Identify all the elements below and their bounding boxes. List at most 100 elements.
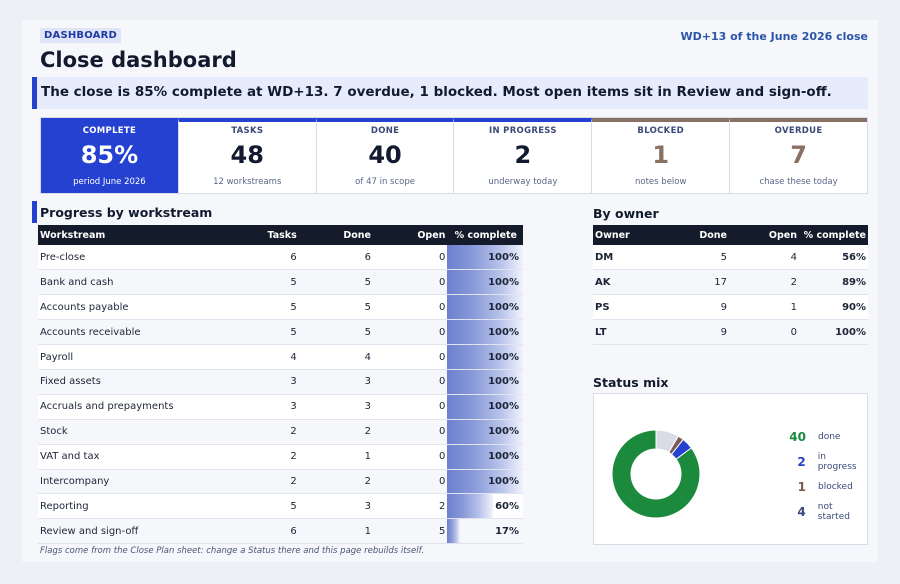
kpi-label: COMPLETE — [82, 126, 137, 136]
open-cell: 0 — [372, 269, 448, 296]
percent-value: 60% — [495, 500, 519, 512]
percent-value: 100% — [488, 451, 519, 463]
percent-complete-cell: 100% — [447, 344, 523, 370]
owner-cell: DM — [593, 245, 653, 271]
dashboard-sheet: DASHBOARD WD+13 of the June 2026 close C… — [22, 20, 878, 562]
open-cell: 0 — [372, 245, 448, 271]
workday-label: WD+13 of the June 2026 close — [680, 30, 868, 43]
tasks-cell: 3 — [252, 369, 301, 395]
column-header[interactable]: Done — [653, 225, 729, 245]
open-cell: 0 — [372, 469, 448, 495]
kpi-tasks[interactable]: TASKS 48 12 workstreams — [178, 118, 317, 193]
column-header[interactable]: Workstream — [38, 225, 253, 245]
column-header[interactable]: % complete — [799, 225, 868, 245]
done-cell: 5 — [300, 319, 373, 346]
table-row[interactable]: Review and sign-off 6 1 5 17% — [38, 518, 523, 545]
percent-complete-cell: 100% — [447, 245, 523, 271]
kpi-sub: period June 2026 — [73, 177, 146, 187]
table-row[interactable]: Accounts receivable 5 5 0 100% — [38, 319, 523, 346]
open-cell: 0 — [372, 344, 448, 370]
done-cell: 1 — [300, 518, 373, 545]
legend-label: in progress — [817, 451, 857, 472]
legend-item: 4 not started — [784, 499, 867, 524]
table-header-row: Workstream Tasks Done Open % complete — [38, 225, 523, 245]
percent-value: 100% — [488, 276, 519, 288]
progress-fill — [447, 394, 523, 419]
kpi-sub: 12 workstreams — [213, 177, 282, 187]
done-cell: 2 — [300, 419, 373, 445]
workstream-cell: Accounts receivable — [38, 319, 253, 346]
table-row[interactable]: VAT and tax 2 1 0 100% — [38, 444, 523, 470]
percent-complete-cell: 100% — [447, 469, 523, 495]
table-row[interactable]: LT 9 0 100% — [593, 319, 868, 346]
done-cell: 3 — [300, 493, 373, 520]
kpi-done[interactable]: DONE 40 of 47 in scope — [316, 118, 455, 193]
table-row[interactable]: Accruals and prepayments 3 3 0 100% — [38, 394, 523, 420]
dashboard-tag: DASHBOARD — [40, 28, 122, 43]
legend-count: 1 — [797, 479, 806, 494]
workstream-cell: Stock — [38, 419, 253, 445]
percent-value: 100% — [488, 475, 519, 487]
done-cell: 1 — [300, 444, 373, 470]
kpi-overdue[interactable]: OVERDUE 7 chase these today — [730, 118, 867, 193]
kpi-value: 85% — [80, 141, 139, 169]
status-legend: 40 done 2 in progress 1 blocked 4 not started — [784, 424, 867, 524]
open-cell: 0 — [372, 394, 448, 420]
kpi-complete[interactable]: COMPLETE 85% period June 2026 — [41, 118, 179, 193]
table-row[interactable]: Stock 2 2 0 100% — [38, 419, 523, 445]
done-cell: 5 — [653, 245, 729, 271]
kpi-sub: notes below — [635, 177, 687, 187]
progress-fill — [447, 245, 523, 270]
table-row[interactable]: Fixed assets 3 3 0 100% — [38, 369, 523, 395]
column-header[interactable]: Tasks — [252, 225, 301, 245]
table-row[interactable]: DM 5 4 56% — [593, 245, 868, 271]
table-row[interactable]: Reporting 5 3 2 60% — [38, 493, 523, 520]
workstream-cell: VAT and tax — [38, 444, 253, 470]
legend-label: done — [818, 431, 841, 442]
open-cell: 5 — [372, 518, 448, 545]
kpi-in-progress[interactable]: IN PROGRESS 2 underway today — [454, 118, 593, 193]
percent-complete-cell: 100% — [447, 319, 523, 346]
kpi-strip: COMPLETE 85% period June 2026 TASKS 48 1… — [40, 117, 868, 194]
percent-complete-cell: 100% — [447, 269, 523, 296]
workstream-cell: Review and sign-off — [38, 518, 253, 545]
headline-banner: The close is 85% complete at WD+13. 7 ov… — [32, 77, 868, 109]
tasks-cell: 5 — [252, 269, 301, 296]
legend-label: blocked — [818, 481, 853, 492]
table-row[interactable]: Accounts payable 5 5 0 100% — [38, 294, 523, 321]
column-header[interactable]: Open — [372, 225, 448, 245]
legend-count: 40 — [789, 429, 806, 444]
kpi-sub: of 47 in scope — [355, 177, 415, 187]
kpi-value: 7 — [790, 141, 807, 169]
workstream-cell: Reporting — [38, 493, 253, 520]
column-header[interactable]: % complete — [447, 225, 523, 245]
progress-fill — [447, 295, 523, 320]
legend-label: not started — [817, 501, 850, 522]
table-row[interactable]: AK 17 2 89% — [593, 269, 868, 296]
percent-complete-cell: 100% — [447, 394, 523, 420]
percent-value: 17% — [495, 525, 519, 537]
column-header[interactable]: Open — [729, 225, 799, 245]
owner-cell: PS — [593, 294, 653, 321]
column-header[interactable]: Owner — [593, 225, 653, 245]
tasks-cell: 4 — [252, 344, 301, 370]
workstream-cell: Fixed assets — [38, 369, 253, 395]
table-row[interactable]: PS 9 1 90% — [593, 294, 868, 321]
progress-fill — [447, 270, 523, 295]
table-row[interactable]: Bank and cash 5 5 0 100% — [38, 269, 523, 296]
done-cell: 3 — [300, 394, 373, 420]
kpi-label: BLOCKED — [637, 126, 685, 136]
table-row[interactable]: Payroll 4 4 0 100% — [38, 344, 523, 370]
kpi-label: DONE — [370, 126, 400, 136]
table-row[interactable]: Pre-close 6 6 0 100% — [38, 245, 523, 271]
status-donut-chart — [611, 429, 701, 519]
tasks-cell: 3 — [252, 394, 301, 420]
kpi-label: TASKS — [231, 126, 264, 136]
owner-section-title: By owner — [593, 206, 659, 221]
kpi-blocked[interactable]: BLOCKED 1 notes below — [592, 118, 731, 193]
done-cell: 9 — [653, 294, 729, 321]
column-header[interactable]: Done — [300, 225, 373, 245]
table-row[interactable]: Intercompany 2 2 0 100% — [38, 469, 523, 495]
workstream-cell: Intercompany — [38, 469, 253, 495]
percent-value: 100% — [488, 426, 519, 438]
